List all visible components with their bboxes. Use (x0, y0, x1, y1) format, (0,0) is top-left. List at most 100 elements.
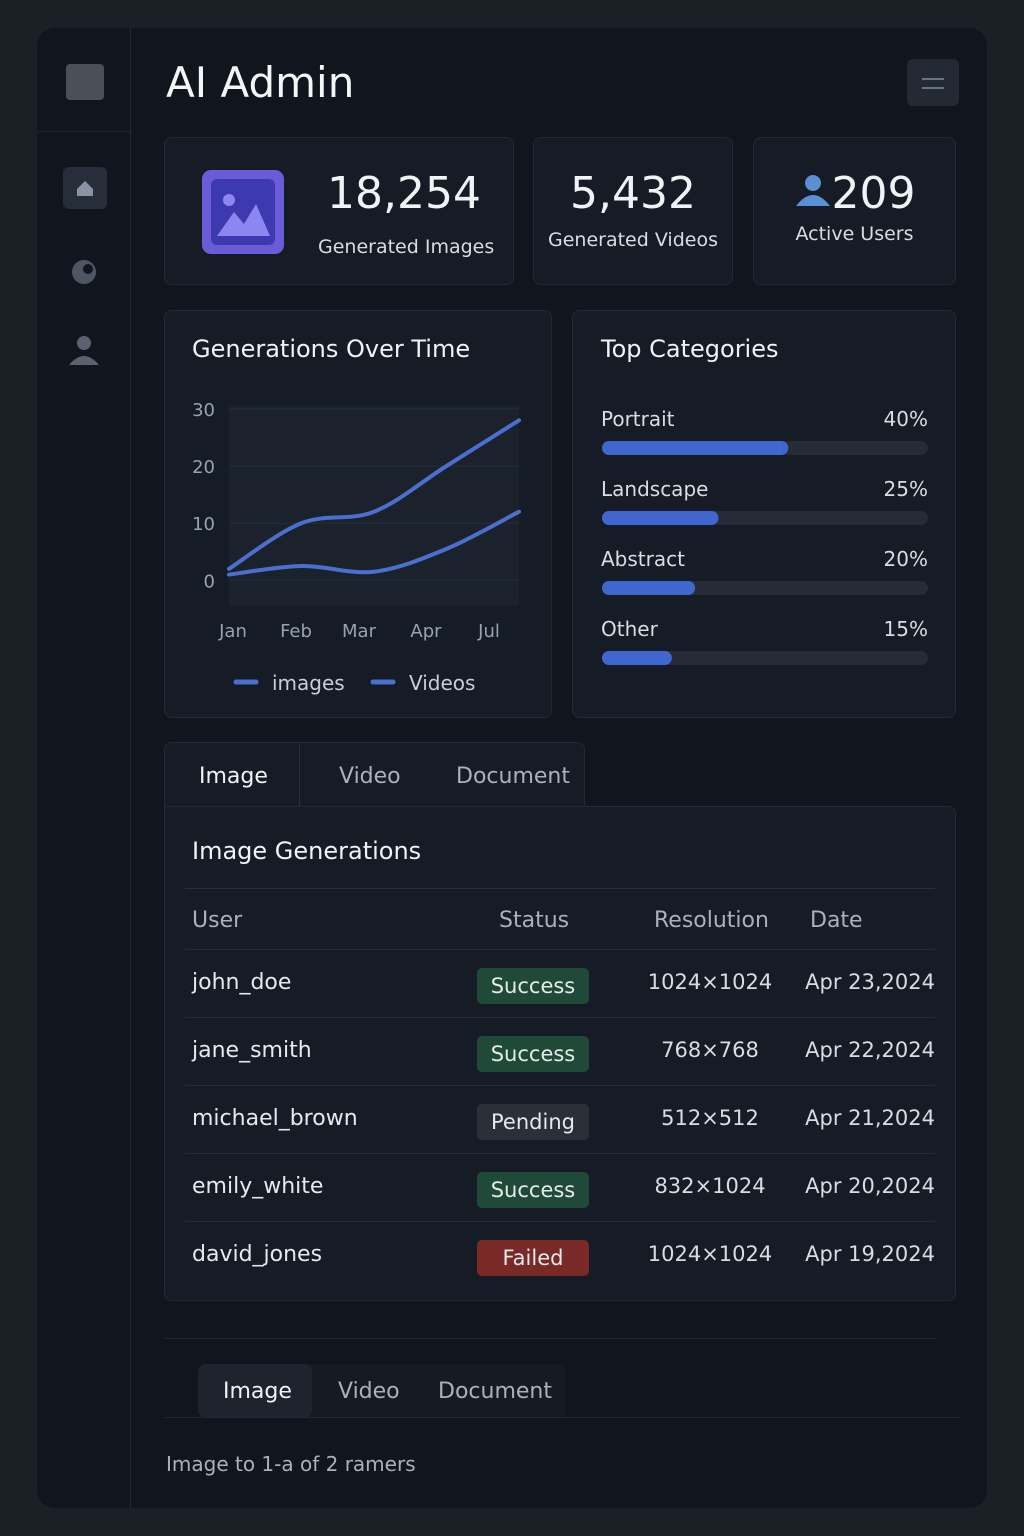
date-cell: Apr 23,2024 (805, 970, 935, 994)
stat-card: 209 Active Users (753, 137, 956, 285)
image-glyph (211, 179, 275, 245)
y-tick-label: 10 (192, 514, 215, 535)
logo (66, 64, 104, 100)
bar (602, 511, 719, 525)
active-tab-bg (165, 743, 300, 807)
home-icon[interactable] (63, 167, 107, 209)
x-tick-label: Mar (342, 621, 377, 642)
stat-card: 18,254 Generated Images (164, 137, 514, 285)
bar (602, 651, 672, 665)
line-series (227, 418, 521, 571)
resolution-cell: 1024×1024 (647, 1242, 773, 1266)
image-icon (202, 170, 284, 254)
chart-title: Top Categories (600, 335, 779, 363)
tab[interactable]: Document (456, 764, 570, 789)
user-cell: david_jones (192, 1242, 323, 1267)
stat-label: Active Users (795, 223, 914, 245)
tab[interactable]: Video (338, 1379, 400, 1404)
category-label: Landscape (601, 477, 708, 501)
line-chart-card: Generations Over Time 0 10 20 30 Jan Feb Mar Ap… (164, 310, 552, 718)
row-divider (185, 1221, 935, 1222)
x-tick-label: Apr (410, 621, 442, 642)
menu-glyph (922, 78, 944, 89)
y-tick-label: 30 (192, 400, 215, 421)
resolution-cell: 768×768 (661, 1038, 759, 1062)
category-label: Abstract (601, 547, 685, 571)
status-badge: Success (477, 1172, 589, 1208)
bottom-tab-bar: Image Video Document (198, 1364, 566, 1418)
column-header: Status (499, 908, 570, 933)
divider (164, 1417, 960, 1418)
bar-chart: Top Categories Portrait 40% Landscape 25% Ab… (600, 335, 928, 665)
x-tick-label: Jul (477, 621, 500, 642)
sidebar (37, 28, 131, 1508)
divider (37, 131, 131, 132)
value-label: 25% (884, 477, 928, 501)
date-cell: Apr 21,2024 (805, 1106, 935, 1130)
column-header: Resolution (654, 908, 769, 933)
divider (164, 1338, 936, 1339)
tab[interactable]: Image (223, 1379, 292, 1404)
date-cell: Apr 19,2024 (805, 1242, 935, 1266)
stat-label: Generated Videos (548, 229, 718, 251)
user-cell: john_doe (192, 970, 292, 995)
stat-value: 18,254 (327, 168, 481, 219)
camera-icon[interactable] (67, 254, 103, 290)
row-divider (185, 1017, 935, 1018)
date-cell: Apr 22,2024 (805, 1038, 935, 1062)
date-cell: Apr 20,2024 (805, 1174, 935, 1198)
stat-value: 5,432 (570, 168, 696, 219)
user-cell: jane_smith (192, 1038, 312, 1063)
tab[interactable]: Video (339, 764, 401, 789)
bar (602, 581, 696, 595)
chart-title: Generations Over Time (192, 335, 470, 363)
column-header: Date (810, 908, 863, 933)
bar-track (602, 651, 928, 665)
y-tick-label: 20 (192, 457, 215, 478)
plot-area (229, 406, 519, 606)
value-label: 40% (884, 407, 928, 431)
resolution-cell: 512×512 (661, 1106, 759, 1130)
user-cell: emily_white (192, 1174, 324, 1199)
column-header: User (192, 908, 243, 933)
divider (185, 888, 935, 889)
category-label: Portrait (601, 407, 675, 431)
status-badge: Success (477, 968, 589, 1004)
stat-value: 209 (831, 168, 916, 219)
line-series (227, 509, 521, 577)
tab[interactable]: Image (199, 764, 268, 789)
status-badge: Success (477, 1036, 589, 1072)
value-label: 15% (884, 617, 928, 641)
table-card: Image Generations User Status Resolution Da… (164, 806, 956, 1301)
tab-bar: Image Video Document (164, 742, 585, 807)
pagination-text: Image to 1-a of 2 ramers (166, 1452, 416, 1476)
status-badge: Pending (477, 1104, 589, 1140)
row-divider (185, 1153, 935, 1154)
row-divider (185, 949, 935, 950)
x-tick-label: Feb (280, 621, 312, 642)
user-cell: michael_brown (192, 1106, 358, 1131)
x-tick-label: Jan (218, 621, 247, 642)
tab[interactable]: Document (438, 1379, 552, 1404)
legend-label: Videos (409, 671, 475, 695)
legend-label: images (272, 671, 345, 695)
y-tick-label: 0 (204, 571, 215, 592)
row-divider (185, 1085, 935, 1086)
category-label: Other (601, 617, 659, 641)
value-label: 20% (884, 547, 928, 571)
app-title: AI Admin (166, 58, 355, 107)
bar (602, 441, 789, 455)
bar-chart-card: Top Categories Portrait 40% Landscape 25% Ab… (572, 310, 956, 718)
stat-label: Generated Images (318, 236, 495, 258)
line-chart: Generations Over Time 0 10 20 30 Jan Feb Mar Ap… (192, 335, 521, 695)
stat-card: 5,432 Generated Videos (533, 137, 733, 285)
home-glyph (77, 181, 93, 196)
status-badge: Failed (477, 1240, 589, 1276)
resolution-cell: 832×1024 (654, 1174, 766, 1198)
resolution-cell: 1024×1024 (647, 970, 773, 994)
user-icon[interactable] (67, 333, 103, 369)
user-glyph (795, 175, 830, 206)
table-title: Image Generations (192, 837, 422, 865)
menu-button[interactable] (907, 59, 959, 106)
